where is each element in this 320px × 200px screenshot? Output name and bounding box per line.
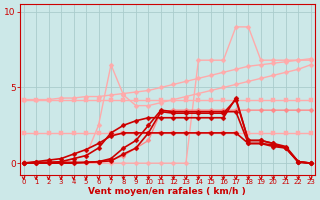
X-axis label: Vent moyen/en rafales ( km/h ): Vent moyen/en rafales ( km/h ): [88, 187, 246, 196]
